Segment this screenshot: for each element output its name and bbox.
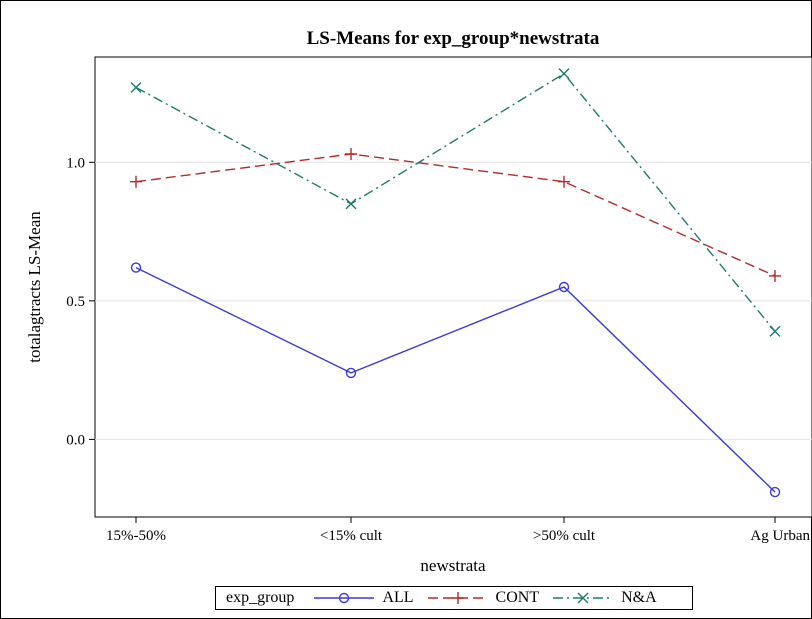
x-axis-label: newstrata	[420, 556, 486, 575]
data-point-na	[769, 325, 781, 337]
series-all	[130, 262, 781, 498]
legend: exp_group ALL CONT N&A	[215, 586, 693, 610]
legend-swatch-na	[553, 592, 614, 604]
series-group	[130, 68, 781, 498]
series-na	[130, 68, 781, 337]
series-line-cont	[135, 153, 776, 277]
legend-marker	[577, 592, 589, 604]
data-point-all	[769, 486, 781, 498]
data-point-na	[558, 68, 570, 80]
series-cont	[130, 147, 781, 282]
data-point-cont	[558, 175, 570, 188]
legend-swatch-all	[314, 592, 375, 604]
legend-label-all: ALL	[382, 589, 414, 606]
data-point-all	[345, 367, 357, 379]
y-axis: 0.0 0.5 1.0	[66, 155, 95, 448]
data-point-cont	[345, 147, 357, 160]
legend-label-na: N&A	[621, 589, 657, 606]
y-tick-label: 0.5	[66, 294, 85, 310]
chart-title: LS-Means for exp_group*newstrata	[307, 28, 600, 49]
data-point-cont	[130, 175, 142, 188]
legend-swatch-cont	[427, 592, 488, 604]
x-tick-label: >50% cult	[533, 528, 596, 544]
data-point-na	[345, 198, 357, 210]
data-point-all	[130, 262, 142, 273]
legend-marker	[339, 592, 350, 604]
data-point-all	[558, 281, 570, 293]
legend-item-all: ALL	[312, 589, 414, 607]
gridlines	[95, 161, 812, 440]
series-line-na	[135, 72, 776, 332]
x-axis: 15%-50% <15% cult >50% cult Ag Urban	[106, 517, 810, 544]
legend-title: exp_group	[226, 589, 295, 606]
plot-area	[94, 56, 812, 518]
y-tick-label: 1.0	[66, 155, 85, 171]
x-tick-label: 15%-50%	[106, 528, 166, 544]
y-tick-label: 0.0	[66, 432, 85, 448]
x-tick-label: <15% cult	[320, 528, 383, 544]
data-point-cont	[769, 269, 781, 282]
legend-item-cont: CONT	[426, 589, 540, 607]
data-point-na	[130, 81, 142, 93]
legend-label-cont: CONT	[495, 589, 540, 606]
x-tick-label: Ag Urban	[750, 528, 810, 544]
series-line-all	[135, 266, 776, 493]
legend-marker	[451, 592, 464, 604]
legend-item-na: N&A	[551, 589, 657, 607]
y-axis-label: totalagtracts LS-Mean	[25, 211, 44, 363]
